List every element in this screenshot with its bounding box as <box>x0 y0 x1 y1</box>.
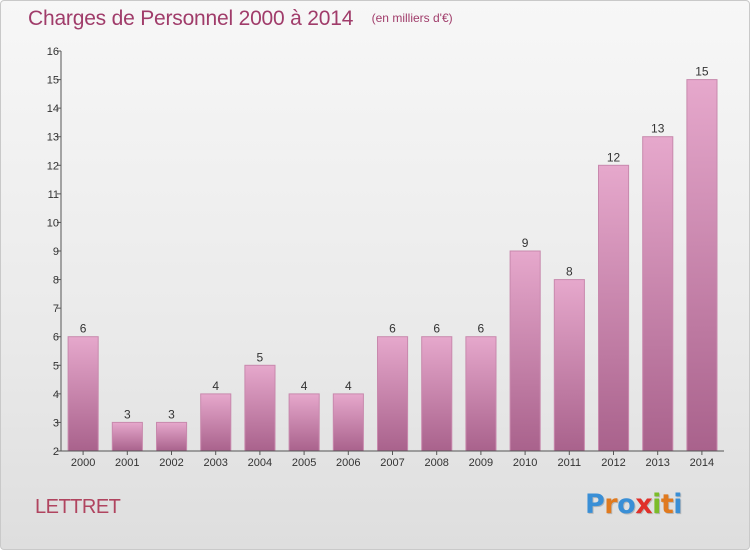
data-label-2007: 6 <box>389 322 396 336</box>
data-label-2001: 3 <box>124 407 131 421</box>
y-tick-label-4: 4 <box>53 389 59 401</box>
bar-2011 <box>553 279 585 452</box>
y-tick-label-15: 15 <box>47 75 59 87</box>
y-tick-label-12: 12 <box>47 160 59 172</box>
bar-2012 <box>598 164 630 452</box>
bar-2005 <box>288 393 320 452</box>
x-tick-label-2012: 2012 <box>601 457 625 469</box>
data-label-2006: 4 <box>345 379 352 393</box>
bar-2003 <box>200 393 232 452</box>
x-tick-label-2007: 2007 <box>380 457 404 469</box>
data-label-2004: 5 <box>257 350 264 364</box>
x-tick-label-2011: 2011 <box>557 457 581 469</box>
logo-letter: P <box>585 489 605 520</box>
data-label-2010: 9 <box>522 236 529 250</box>
y-tick-label-7: 7 <box>53 303 59 315</box>
commune-name: LETTRET <box>35 496 121 518</box>
data-label-2013: 13 <box>651 122 665 136</box>
logo-letter: i <box>652 489 661 520</box>
y-tick-label-2: 2 <box>53 446 59 458</box>
x-tick-label-2014: 2014 <box>690 457 714 469</box>
logo-letter: i <box>673 489 683 520</box>
data-label-2003: 4 <box>212 379 219 393</box>
proxiti-logo: Proxiti <box>585 489 683 520</box>
data-label-2011: 8 <box>566 265 573 279</box>
bar-2008 <box>421 336 453 452</box>
chart-subtitle: (en milliers d'€) <box>371 11 453 25</box>
bar-2001 <box>111 421 143 452</box>
bar-2006 <box>332 393 364 452</box>
x-tick-label-2009: 2009 <box>469 457 493 469</box>
y-tick-label-9: 9 <box>53 246 59 258</box>
data-label-2000: 6 <box>80 322 87 336</box>
bar-2013 <box>642 136 674 452</box>
data-label-2008: 6 <box>433 322 440 336</box>
bar-2014 <box>686 79 718 452</box>
bar-2010 <box>509 250 541 452</box>
data-label-2014: 15 <box>695 65 709 79</box>
x-tick-label-2000: 2000 <box>71 457 95 469</box>
bar-2002 <box>156 421 188 452</box>
logo-letter: o <box>617 489 636 520</box>
data-label-2002: 3 <box>168 407 175 421</box>
x-tick-label-2003: 2003 <box>203 457 227 469</box>
bar-2000 <box>67 336 99 452</box>
x-tick-label-2013: 2013 <box>645 457 669 469</box>
data-label-2005: 4 <box>301 379 308 393</box>
logo-letter: t <box>660 489 674 520</box>
x-tick-label-2006: 2006 <box>336 457 360 469</box>
x-tick-label-2002: 2002 <box>159 457 183 469</box>
data-label-2009: 6 <box>478 322 485 336</box>
y-tick-label-3: 3 <box>53 417 59 429</box>
title-row: Charges de Personnel 2000 à 2014 (en mil… <box>28 7 453 31</box>
y-tick-label-5: 5 <box>53 360 59 372</box>
y-tick-label-10: 10 <box>47 217 59 229</box>
x-tick-label-2005: 2005 <box>292 457 316 469</box>
bar-2009 <box>465 336 497 452</box>
y-tick-label-13: 13 <box>47 132 59 144</box>
x-tick-label-2004: 2004 <box>248 457 272 469</box>
y-tick-label-11: 11 <box>48 189 59 201</box>
x-tick-label-2010: 2010 <box>513 457 537 469</box>
y-tick-label-6: 6 <box>53 332 59 344</box>
x-tick-label-2008: 2008 <box>424 457 448 469</box>
x-tick-label-2001: 2001 <box>115 457 139 469</box>
chart-title: Charges de Personnel 2000 à 2014 <box>28 7 354 30</box>
data-label-2012: 12 <box>607 150 621 164</box>
logo-letter: r <box>604 489 618 520</box>
y-tick-label-14: 14 <box>47 103 59 115</box>
logo-letter: x <box>635 489 653 520</box>
y-tick-label-8: 8 <box>53 275 59 287</box>
y-tick-label-16: 16 <box>47 46 59 58</box>
bar-2004 <box>244 364 276 452</box>
bar-2007 <box>377 336 409 452</box>
